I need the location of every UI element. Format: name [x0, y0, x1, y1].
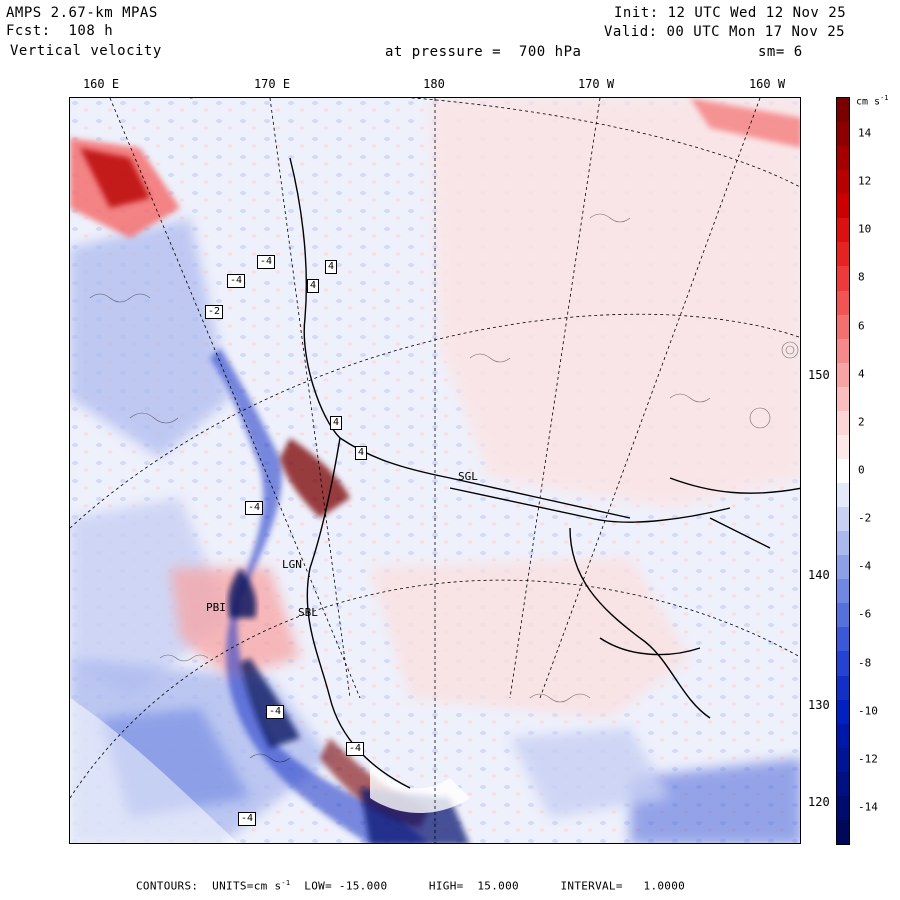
forecast-hour: Fcst: 108 h [6, 23, 114, 39]
contour-label: -4 [238, 812, 257, 826]
colorbar-segment [837, 747, 849, 773]
interval-value: INTERVAL= 1.0000 [560, 879, 686, 893]
lon-label-160w: 160 W [748, 77, 786, 91]
colorbar-tick-label: -12 [858, 752, 878, 766]
high-value: HIGH= 15.000 [428, 879, 519, 893]
station-label-pbi: PBI [206, 601, 226, 614]
colorbar-segment [837, 386, 849, 412]
colorbar-segment [837, 483, 849, 508]
colorbar-segment [837, 771, 849, 797]
lon-label-160e: 160 E [82, 77, 120, 91]
lon-label-170w: 170 W [577, 77, 615, 91]
colorbar-segment [837, 699, 849, 725]
station-label-sgl: SGL [458, 470, 478, 483]
contour-label: -4 [245, 501, 264, 515]
contour-label: 4 [307, 279, 320, 293]
contour-info: CONTOURS: UNITS=cm s-1 LOW= -15.000 HIGH… [136, 879, 685, 893]
colorbar-segment [837, 218, 849, 243]
units-label: UNITS=cm s [212, 879, 282, 893]
colorbar-segment [837, 242, 849, 267]
lon-label-180: 180 [423, 77, 445, 91]
pressure-level: at pressure = 700 hPa [385, 44, 582, 60]
colorbar-segment [837, 603, 849, 628]
colorbar-tick-label: -10 [858, 704, 878, 718]
contour-label: -4 [257, 255, 276, 269]
colorbar-tick-label: -8 [858, 656, 872, 670]
colorbar-segment [837, 507, 849, 532]
lon-label-170e: 170 E [253, 77, 291, 91]
colorbar-tick-label: 2 [858, 415, 865, 429]
contour-label: -2 [205, 305, 224, 319]
colorbar-tick-label: -4 [858, 559, 872, 573]
colorbar-tick-label: -14 [858, 800, 878, 814]
colorbar-segment [837, 434, 849, 460]
colorbar-segment [837, 290, 849, 316]
contours-label: CONTOURS: [136, 879, 199, 893]
field-name: Vertical velocity [10, 43, 162, 59]
vertical-velocity-map: SGL LGN SBL PBI -4 -4 -2 4 4 -4 4 4 -4 -… [69, 97, 801, 844]
contour-label: 4 [325, 260, 338, 274]
contour-label: -4 [266, 705, 285, 719]
contour-label: -4 [227, 274, 246, 288]
colorbar-segment [837, 579, 849, 604]
colorbar-segment [837, 362, 849, 388]
colorbar-segment [837, 723, 849, 749]
colorbar-tick-label: -2 [858, 511, 872, 525]
contour-label: 4 [355, 446, 368, 460]
colorbar-tick-label: -6 [858, 607, 872, 621]
colorbar-segment [837, 266, 849, 291]
low-value: LOW= -15.000 [304, 879, 388, 893]
colorbar-segment [837, 819, 849, 844]
colorbar-segment [837, 458, 849, 484]
colorbar-tick-label: 6 [858, 319, 865, 333]
colorbar-segment [837, 338, 849, 364]
colorbar-tick-label: 8 [858, 270, 865, 284]
station-label-sbl: SBL [298, 606, 318, 619]
colorbar-segment [837, 651, 849, 677]
colorbar-segment [837, 410, 849, 436]
colorbar-segment [837, 531, 849, 556]
colorbar-segment [837, 194, 849, 219]
colorbar-tick-label: 0 [858, 463, 865, 477]
contour-label: 4 [330, 416, 343, 430]
colorbar-tick-label: 14 [858, 126, 872, 140]
map-field-svg [70, 98, 800, 843]
init-time: Init: 12 UTC Wed 12 Nov 25 [614, 5, 847, 21]
colorbar-segment [837, 146, 849, 171]
model-title: AMPS 2.67-km MPAS [6, 5, 158, 21]
colorbar-segment [837, 627, 849, 652]
contour-label: -4 [346, 742, 365, 756]
colorbar-tick-label: 12 [858, 174, 872, 188]
colorbar [836, 97, 850, 845]
colorbar-unit: cm s-1 [856, 94, 889, 108]
colorbar-segment [837, 795, 849, 821]
colorbar-segment [837, 314, 849, 340]
colorbar-segment [837, 170, 849, 195]
colorbar-segment [837, 122, 849, 147]
units-exponent: -1 [281, 879, 291, 887]
colorbar-segment [837, 98, 849, 123]
colorbar-segment [837, 555, 849, 580]
valid-time: Valid: 00 UTC Mon 17 Nov 25 [604, 24, 846, 40]
colorbar-tick-label: 10 [858, 222, 872, 236]
station-label-lgn: LGN [282, 558, 302, 571]
smoothing-value: sm= 6 [758, 44, 803, 60]
colorbar-tick-label: 4 [858, 367, 865, 381]
colorbar-segment [837, 675, 849, 701]
